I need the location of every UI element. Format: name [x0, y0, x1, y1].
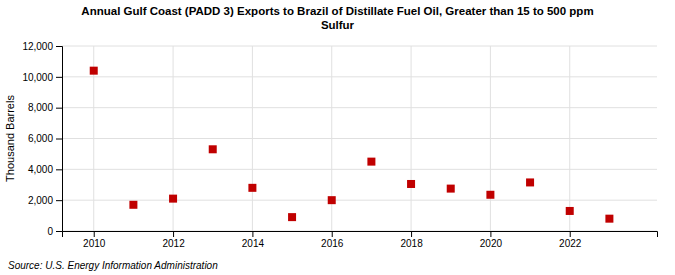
tick: 2012 — [162, 231, 185, 249]
grid-line — [173, 46, 174, 231]
tick: 2020 — [480, 231, 503, 249]
grid-line — [490, 46, 491, 231]
tick-label: 6,000 — [28, 133, 53, 144]
tick-label: 8,000 — [28, 102, 53, 113]
grid-line — [62, 76, 657, 77]
tick: 2010 — [83, 231, 106, 249]
point — [526, 178, 534, 186]
grid-line — [62, 169, 657, 170]
point — [288, 213, 296, 221]
tick-label: 2010 — [83, 238, 106, 249]
point — [169, 195, 177, 203]
point — [486, 191, 494, 199]
point — [407, 180, 415, 188]
title: Annual Gulf Coast (PADD 3) Exports to Br… — [81, 5, 593, 31]
source: Source: U.S. Energy Information Administ… — [8, 260, 218, 271]
grid — [62, 46, 657, 231]
point — [90, 67, 98, 75]
tick: 2,000 — [28, 195, 62, 206]
tick: 2018 — [400, 231, 423, 249]
tick-label: 2016 — [321, 238, 344, 249]
tick-label: 2014 — [242, 238, 265, 249]
y-axis-label: Thousand Barrels — [4, 95, 16, 182]
point — [328, 196, 336, 204]
tick-label: 2012 — [162, 238, 185, 249]
tick: 10,000 — [22, 72, 62, 83]
tick-label: 2,000 — [28, 195, 53, 206]
tick-mark — [56, 108, 62, 109]
tick-mark — [570, 231, 571, 237]
tick-label: 10,000 — [22, 72, 53, 83]
tick: 8,000 — [28, 102, 62, 113]
tick: 0 — [47, 226, 62, 237]
tick: 2022 — [559, 231, 582, 249]
tick-label: 2018 — [400, 238, 423, 249]
tick-mark — [252, 231, 253, 237]
tick: 2016 — [321, 231, 344, 249]
grid-line — [62, 107, 657, 108]
tick-label: 4,000 — [28, 164, 53, 175]
tick-mark — [490, 231, 491, 237]
tick-mark — [173, 231, 174, 237]
points — [90, 67, 614, 223]
tick-mark — [332, 231, 333, 237]
tick-mark — [56, 169, 62, 170]
tick-mark — [56, 77, 62, 78]
chart: 2010 2012 2014 2016 2018 2020 2022 0 2,000 4,000 6… — [0, 0, 675, 275]
point — [367, 158, 375, 166]
y-axis: 0 2,000 4,000 6,000 8,000 10,000 12,000 — [22, 41, 62, 237]
grid-line — [411, 46, 412, 231]
axis-line — [56, 47, 63, 232]
tick-mark — [411, 231, 412, 237]
tick-mark — [56, 139, 62, 140]
x-axis: 2010 2012 2014 2016 2018 2020 2022 — [63, 231, 658, 249]
tick-label: 2022 — [559, 238, 582, 249]
tick-mark — [94, 231, 95, 237]
grid-line — [62, 200, 657, 201]
axis-line — [63, 232, 658, 238]
plot: 2010 2012 2014 2016 2018 2020 2022 0 2,000 4,000 6… — [22, 41, 657, 249]
grid-line — [569, 46, 570, 231]
grid-line — [62, 46, 657, 47]
tick: 6,000 — [28, 133, 62, 144]
tick: 4,000 — [28, 164, 62, 175]
tick-mark — [56, 200, 62, 201]
tick-mark — [56, 231, 62, 232]
tick-mark — [56, 46, 62, 47]
point — [447, 185, 455, 193]
point — [248, 184, 256, 192]
point — [605, 215, 613, 223]
point — [566, 207, 574, 215]
grid-line — [62, 138, 657, 139]
tick-label: 2020 — [480, 238, 503, 249]
tick-label: 12,000 — [22, 41, 53, 52]
point — [129, 201, 137, 209]
grid-line — [252, 46, 253, 231]
tick: 2014 — [242, 231, 265, 249]
tick-label: 0 — [47, 226, 53, 237]
tick: 12,000 — [22, 41, 62, 52]
point — [209, 145, 217, 153]
